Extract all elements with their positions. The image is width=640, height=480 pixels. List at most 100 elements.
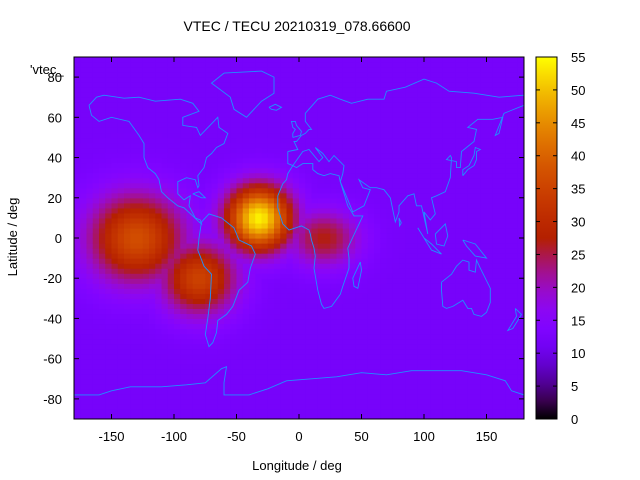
heatmap-cell	[142, 197, 150, 204]
heatmap-cell	[130, 318, 138, 325]
heatmap-cell	[355, 102, 363, 108]
heatmap-cell	[411, 353, 419, 360]
heatmap-cell	[142, 403, 150, 410]
heatmap-cell	[211, 72, 219, 78]
heatmap-cell	[386, 248, 394, 254]
heatmap-cell	[455, 182, 463, 189]
heatmap-cell	[236, 217, 244, 224]
heatmap-cell	[374, 243, 381, 249]
heatmap-cell	[124, 303, 131, 309]
heatmap-cell	[111, 137, 119, 144]
heatmap-cell	[236, 182, 244, 189]
heatmap-cell	[274, 258, 281, 264]
heatmap-cell	[174, 388, 181, 395]
heatmap-cell	[492, 87, 500, 93]
heatmap-cell	[242, 243, 250, 249]
heatmap-cell	[480, 207, 488, 214]
heatmap-cell	[436, 192, 444, 199]
heatmap-cell	[324, 162, 331, 169]
heatmap-cell	[499, 177, 506, 184]
heatmap-cell	[261, 87, 269, 93]
heatmap-cell	[467, 202, 475, 209]
heatmap-cell	[424, 258, 431, 264]
heatmap-cell	[305, 152, 313, 159]
heatmap-cell	[180, 197, 188, 204]
heatmap-cell	[186, 77, 194, 83]
heatmap-cell	[199, 308, 206, 315]
heatmap-cell	[161, 127, 169, 134]
heatmap-cell	[474, 92, 481, 98]
heatmap-cell	[224, 388, 231, 395]
heatmap-cell	[124, 197, 131, 204]
heatmap-cell	[342, 147, 350, 154]
heatmap-cell	[211, 162, 219, 169]
heatmap-cell	[99, 57, 106, 63]
heatmap-cell	[474, 368, 481, 375]
heatmap-cell	[242, 77, 250, 83]
heatmap-cell	[486, 82, 494, 88]
heatmap-cell	[342, 338, 350, 345]
heatmap-cell	[130, 222, 138, 229]
heatmap-cell	[486, 258, 494, 264]
heatmap-cell	[467, 187, 475, 194]
heatmap-cell	[436, 157, 444, 164]
heatmap-cell	[467, 162, 475, 169]
heatmap-cell	[149, 102, 156, 108]
heatmap-cell	[467, 238, 475, 244]
heatmap-cell	[461, 278, 469, 284]
heatmap-cell	[249, 393, 256, 400]
heatmap-cell	[361, 328, 369, 335]
heatmap-cell	[436, 268, 444, 274]
heatmap-cell	[149, 177, 156, 184]
heatmap-cell	[499, 303, 506, 309]
heatmap-cell	[299, 137, 306, 144]
heatmap-cell	[161, 197, 169, 204]
heatmap-cell	[342, 97, 350, 103]
heatmap-cell	[286, 348, 294, 355]
heatmap-cell	[255, 207, 263, 214]
heatmap-cell	[255, 107, 263, 113]
heatmap-cell	[392, 403, 400, 410]
heatmap-cell	[417, 62, 425, 68]
heatmap-cell	[342, 232, 350, 239]
heatmap-cell	[367, 72, 375, 78]
heatmap-cell	[292, 278, 300, 284]
heatmap-cell	[267, 283, 275, 289]
heatmap-cell	[486, 378, 494, 385]
heatmap-cell	[367, 413, 375, 419]
heatmap-cell	[386, 353, 394, 360]
heatmap-cell	[99, 353, 106, 360]
heatmap-cell	[299, 162, 306, 169]
heatmap-cell	[242, 363, 250, 370]
heatmap-cell	[411, 253, 419, 259]
heatmap-cell	[367, 182, 375, 189]
heatmap-cell	[274, 403, 281, 410]
heatmap-cell	[80, 328, 88, 335]
heatmap-cell	[349, 278, 356, 284]
heatmap-cell	[105, 398, 113, 405]
heatmap-cell	[286, 92, 294, 98]
heatmap-cell	[174, 112, 181, 118]
heatmap-cell	[436, 67, 444, 73]
heatmap-cell	[330, 263, 338, 269]
heatmap-cell	[424, 268, 431, 274]
heatmap-cell	[367, 348, 375, 355]
heatmap-cell	[486, 393, 494, 400]
heatmap-cell	[417, 338, 425, 345]
heatmap-cell	[499, 238, 506, 244]
heatmap-cell	[380, 303, 388, 309]
heatmap-cell	[242, 157, 250, 164]
heatmap-cell	[292, 197, 300, 204]
heatmap-cell	[492, 278, 500, 284]
heatmap-cell	[336, 142, 344, 149]
heatmap-cell	[224, 358, 231, 365]
heatmap-cell	[461, 117, 469, 123]
heatmap-cell	[236, 283, 244, 289]
heatmap-cell	[161, 263, 169, 269]
heatmap-cell	[186, 378, 194, 385]
heatmap-cell	[342, 82, 350, 88]
heatmap-cell	[299, 298, 306, 304]
heatmap-cell	[92, 87, 100, 93]
heatmap-cell	[355, 67, 363, 73]
heatmap-cell	[186, 107, 194, 113]
